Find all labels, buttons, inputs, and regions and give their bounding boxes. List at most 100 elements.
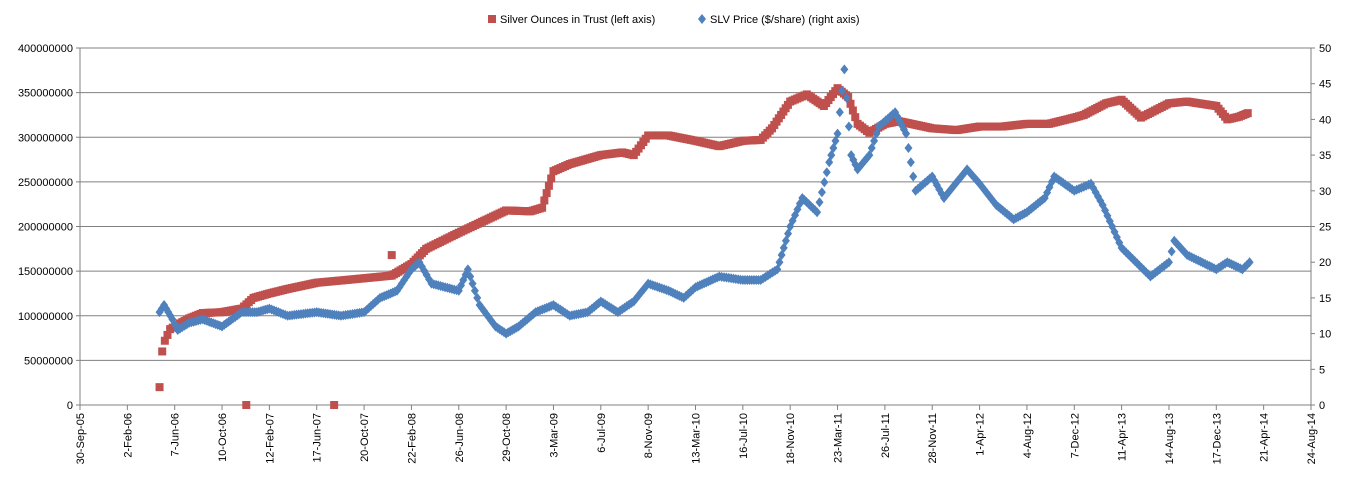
data-point-price — [1164, 257, 1173, 268]
right-tick-label: 30 — [1319, 186, 1331, 198]
right-tick-label: 45 — [1319, 79, 1331, 91]
data-point-ounces — [1243, 109, 1252, 118]
data-point-price — [833, 128, 842, 139]
legend-marker-ounces — [488, 15, 496, 23]
data-point-ounces — [160, 336, 169, 345]
data-point-ounces — [538, 203, 547, 212]
data-point-price — [902, 128, 911, 139]
x-tick-label: 2-Feb-06 — [122, 413, 134, 458]
x-tick-label: 28-Nov-11 — [927, 413, 939, 464]
x-axis: 30-Sep-05 2-Feb-06 7-Jun-06 10-Oct-06 12-Feb… — [75, 405, 1318, 464]
data-point-price — [838, 85, 847, 96]
x-tick-label: 29-Oct-08 — [501, 413, 513, 462]
left-tick-label: 150000000 — [18, 266, 73, 278]
legend-label-price: SLV Price ($/share) (right axis) — [710, 14, 860, 26]
left-tick-label: 400000000 — [18, 43, 73, 55]
x-tick-label: 24-Aug-14 — [1306, 413, 1318, 464]
x-tick-label: 6-Jul-09 — [596, 413, 608, 453]
x-tick-label: 3-Mar-09 — [548, 413, 560, 458]
right-tick-label: 50 — [1319, 43, 1331, 55]
data-point-ounces — [155, 383, 164, 392]
data-point-price — [813, 207, 822, 218]
series-slv-price — [155, 64, 1254, 339]
x-tick-label: 12-Feb-07 — [264, 413, 276, 464]
x-tick-label: 8-Nov-09 — [643, 413, 655, 458]
data-point-price — [870, 135, 879, 146]
data-point-price — [906, 157, 915, 168]
data-point-price — [867, 142, 876, 153]
data-point-ounces — [163, 330, 172, 339]
x-tick-label: 18-Nov-10 — [785, 413, 797, 464]
data-point-price — [842, 92, 851, 103]
right-tick-label: 5 — [1319, 364, 1325, 376]
x-tick-label: 26-Jun-08 — [454, 413, 466, 463]
left-tick-label: 300000000 — [18, 132, 73, 144]
data-point-ounces — [547, 174, 556, 183]
x-tick-label: 20-Oct-07 — [359, 413, 371, 462]
right-axis: 0 5 10 15 20 25 30 35 40 45 50 — [1311, 43, 1331, 412]
x-tick-label: 4-Aug-12 — [1022, 413, 1034, 458]
data-point-price — [1167, 246, 1176, 257]
data-point-ounces — [542, 189, 551, 198]
x-tick-label: 13-Mar-10 — [691, 413, 703, 464]
data-point-ounces — [540, 196, 549, 205]
legend-marker-price — [698, 14, 706, 24]
right-tick-label: 20 — [1319, 257, 1331, 269]
left-tick-label: 250000000 — [18, 177, 73, 189]
right-tick-label: 10 — [1319, 329, 1331, 341]
x-tick-label: 7-Dec-12 — [1069, 413, 1081, 458]
x-tick-label: 7-Jun-06 — [170, 413, 182, 456]
data-point-price — [835, 107, 844, 118]
legend-label-ounces: Silver Ounces in Trust (left axis) — [500, 14, 655, 26]
x-tick-label: 17-Dec-13 — [1211, 413, 1223, 464]
data-point-ounces-outlier — [387, 251, 396, 260]
x-tick-label: 22-Feb-08 — [406, 413, 418, 464]
data-point-price — [817, 187, 826, 198]
data-point-price — [468, 278, 477, 289]
x-tick-label: 11-Apr-13 — [1117, 413, 1129, 461]
data-point-ounces-outlier — [242, 401, 251, 409]
right-tick-label: 0 — [1319, 400, 1325, 412]
data-point-ounces — [848, 106, 857, 115]
data-point-price — [815, 197, 824, 208]
left-tick-label: 0 — [67, 400, 73, 412]
data-point-ounces — [846, 99, 855, 108]
x-tick-label: 1-Apr-12 — [975, 413, 987, 456]
data-point-price — [909, 171, 918, 182]
data-point-ounces — [544, 181, 553, 190]
left-axis: 0 50000000 100000000 150000000 200000000 2500… — [18, 43, 80, 412]
data-point-price — [904, 142, 913, 153]
left-tick-label: 200000000 — [18, 222, 73, 234]
data-point-price — [822, 167, 831, 178]
data-point-price — [473, 292, 482, 303]
x-tick-label: 26-Jul-11 — [880, 413, 892, 458]
right-tick-label: 15 — [1319, 293, 1331, 305]
x-tick-label: 10-Oct-06 — [217, 413, 229, 462]
x-tick-label: 14-Aug-13 — [1164, 413, 1176, 464]
data-point-ounces-outlier — [330, 401, 339, 409]
data-point-price — [466, 271, 475, 282]
x-tick-label: 16-Jul-10 — [738, 413, 750, 459]
data-point-price — [820, 177, 829, 188]
x-tick-label: 17-Jun-07 — [312, 413, 324, 463]
right-tick-label: 40 — [1319, 114, 1331, 126]
x-tick-label: 21-Apr-14 — [1259, 413, 1271, 462]
legend: Silver Ounces in Trust (left axis) SLV P… — [488, 14, 860, 26]
left-tick-label: 100000000 — [18, 311, 73, 323]
x-tick-label: 23-Mar-11 — [833, 413, 845, 463]
data-point-price — [865, 150, 874, 161]
data-point-price — [463, 264, 472, 275]
data-point-price — [1245, 257, 1254, 268]
left-tick-label: 50000000 — [24, 355, 73, 367]
data-point-ounces — [158, 347, 167, 356]
data-point-price — [470, 285, 479, 296]
data-point-ounces — [851, 113, 860, 122]
x-tick-label: 30-Sep-05 — [75, 413, 87, 464]
data-point-price — [844, 121, 853, 132]
data-point-price — [872, 128, 881, 139]
series-silver-ounces — [155, 84, 1252, 409]
right-tick-label: 35 — [1319, 150, 1331, 162]
left-tick-label: 350000000 — [18, 88, 73, 100]
data-point-price — [840, 64, 849, 75]
